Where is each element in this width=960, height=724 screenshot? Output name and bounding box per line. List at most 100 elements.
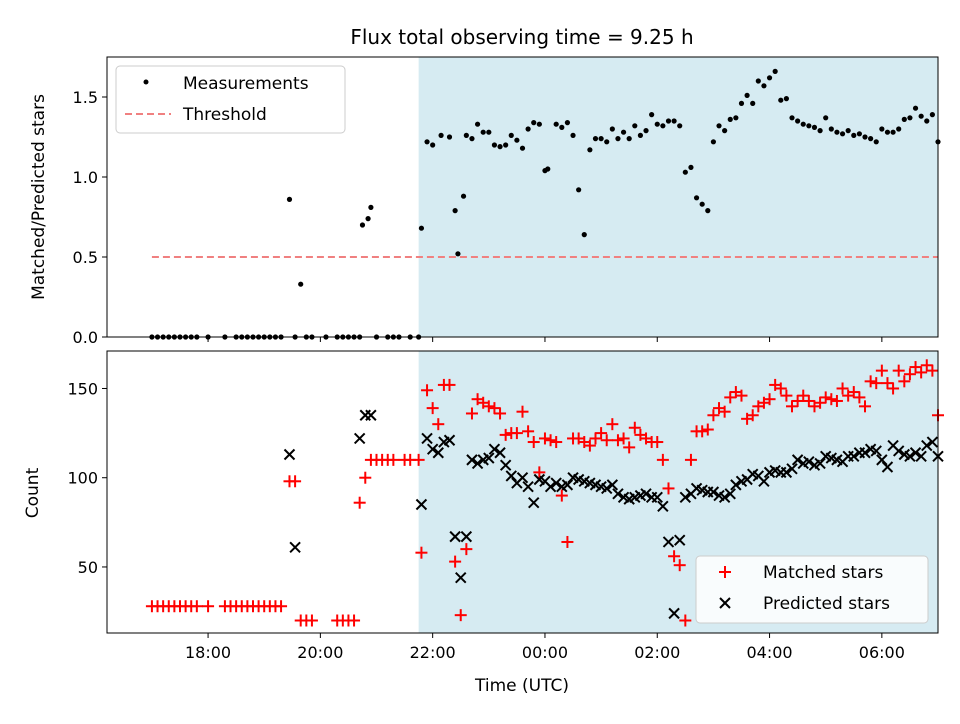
predicted-star-point bbox=[662, 536, 675, 548]
matched-star-point bbox=[651, 436, 664, 449]
matched-star-point bbox=[746, 409, 759, 422]
measurement-point bbox=[455, 251, 461, 257]
matched-star-point bbox=[628, 421, 641, 434]
measurement-point bbox=[480, 129, 486, 135]
matched-star-point bbox=[488, 402, 501, 415]
measurement-point bbox=[710, 139, 717, 145]
legend-predicted-marker bbox=[719, 597, 731, 609]
predicted-star-point bbox=[460, 530, 473, 543]
predicted-star-point bbox=[432, 447, 444, 459]
measurement-point bbox=[430, 142, 436, 148]
matched-star-point bbox=[494, 407, 507, 420]
predicted-star-point bbox=[780, 466, 793, 479]
bottom-legend-box bbox=[695, 555, 929, 624]
predicted-star-point bbox=[516, 472, 529, 484]
matched-star-point bbox=[797, 389, 810, 402]
matched-star-point bbox=[510, 427, 523, 440]
measurement-point bbox=[553, 121, 559, 127]
measurement-point bbox=[778, 97, 784, 103]
measurement-point bbox=[890, 129, 896, 135]
predicted-star-point bbox=[718, 491, 731, 504]
bottom-points-layer bbox=[145, 359, 944, 627]
predicted-star-point bbox=[561, 479, 574, 491]
measurement-point bbox=[766, 75, 773, 81]
top-y-tick-label: 1.0 bbox=[73, 168, 98, 187]
measurement-point bbox=[806, 123, 812, 129]
predicted-star-point bbox=[483, 452, 495, 464]
predicted-star-point bbox=[657, 500, 669, 512]
predicted-star-point bbox=[544, 480, 557, 493]
measurement-point bbox=[525, 126, 531, 132]
measurement-point bbox=[576, 187, 582, 193]
measurement-point bbox=[564, 120, 571, 126]
measurement-point bbox=[609, 126, 615, 132]
matched-star-point bbox=[353, 496, 366, 509]
matched-star-point bbox=[814, 396, 827, 409]
bottom-y-tick-label: 50 bbox=[78, 558, 98, 577]
measurement-point bbox=[884, 129, 891, 135]
top-y-tick-label: 0.0 bbox=[73, 328, 98, 347]
predicted-star-point bbox=[488, 443, 501, 455]
top-axes-frame bbox=[106, 56, 939, 338]
x-tick-label: 04:00 bbox=[746, 643, 792, 662]
measurement-point bbox=[851, 132, 857, 138]
measurement-point bbox=[839, 131, 846, 137]
measurement-point bbox=[368, 204, 374, 210]
matched-star-point bbox=[763, 393, 776, 406]
predicted-star-point bbox=[668, 607, 680, 620]
measurement-point bbox=[438, 132, 444, 138]
matched-star-point bbox=[544, 434, 557, 447]
predicted-star-point bbox=[528, 497, 540, 509]
measurement-point bbox=[531, 120, 537, 126]
measurement-point bbox=[823, 115, 829, 121]
matched-star-point bbox=[819, 391, 832, 404]
measurement-point bbox=[286, 196, 293, 202]
chart-title: Flux total observing time = 9.25 h bbox=[350, 25, 693, 49]
matched-star-point bbox=[305, 614, 318, 627]
measurement-point bbox=[834, 129, 840, 135]
measurement-point bbox=[665, 118, 672, 124]
measurement-point bbox=[637, 132, 644, 138]
measurement-point bbox=[587, 147, 593, 153]
matched-star-point bbox=[275, 600, 288, 613]
measurement-point bbox=[545, 166, 551, 172]
matched-star-point bbox=[926, 364, 939, 377]
predicted-star-point bbox=[870, 445, 882, 457]
measurement-point bbox=[795, 118, 801, 124]
matched-star-point bbox=[606, 418, 619, 431]
matched-star-point bbox=[555, 489, 568, 502]
measurement-point bbox=[581, 232, 587, 238]
matched-star-point bbox=[679, 614, 692, 627]
legend-predicted-label: Predicted stars bbox=[763, 594, 890, 614]
matched-star-point bbox=[684, 453, 697, 466]
measurement-point bbox=[359, 222, 366, 228]
matched-star-point bbox=[920, 359, 933, 372]
predicted-star-point bbox=[724, 488, 736, 500]
measurement-point bbox=[497, 144, 503, 150]
matched-star-point bbox=[412, 453, 425, 466]
matched-star-point bbox=[662, 482, 675, 495]
predicted-star-point bbox=[505, 470, 517, 482]
predicted-star-point bbox=[915, 450, 927, 463]
predicted-star-point bbox=[353, 432, 366, 445]
bottom-axes-frame bbox=[106, 350, 939, 634]
measurement-point bbox=[508, 132, 514, 138]
measurement-point bbox=[817, 128, 823, 134]
matched-star-point bbox=[696, 425, 709, 438]
measurement-point bbox=[643, 128, 649, 134]
measurement-point bbox=[924, 118, 930, 124]
matched-star-point bbox=[915, 366, 928, 379]
measurement-point bbox=[699, 201, 705, 207]
matched-star-point bbox=[887, 382, 900, 395]
measurement-point bbox=[682, 169, 688, 175]
measurement-point bbox=[469, 136, 475, 142]
predicted-star-point bbox=[421, 432, 433, 445]
matched-star-point bbox=[903, 368, 916, 381]
predicted-star-point bbox=[881, 461, 894, 473]
matched-star-point bbox=[724, 391, 737, 404]
measurement-point bbox=[868, 136, 874, 142]
matched-star-point bbox=[875, 364, 888, 377]
predicted-star-point bbox=[494, 447, 506, 459]
matched-star-point bbox=[847, 386, 860, 399]
